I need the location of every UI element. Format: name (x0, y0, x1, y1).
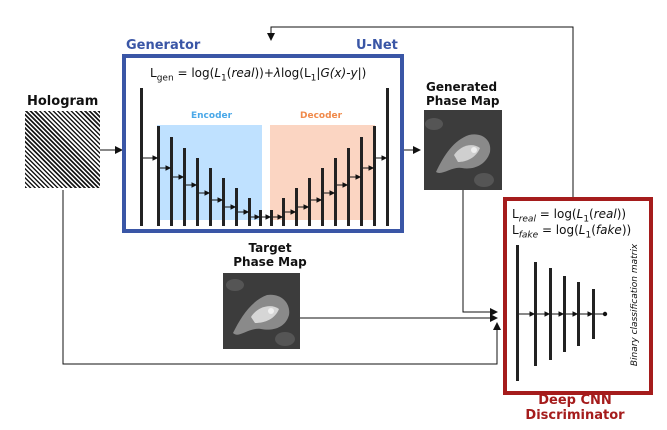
generated-phase-map-image (424, 110, 502, 190)
dec-layer-2 (295, 188, 298, 226)
generated-to-discriminator-arrow (462, 190, 498, 316)
target-label-line1: Target (248, 241, 292, 255)
hologram-label: Hologram (27, 94, 99, 109)
disc-layer-1 (516, 245, 519, 381)
enc-layer-9 (248, 198, 251, 226)
disc-layer-5 (577, 282, 580, 346)
dec-layer-3 (308, 178, 311, 226)
target-label-line2: Phase Map (233, 255, 307, 269)
dec-layer-4 (321, 168, 324, 226)
loss-part4: | (316, 66, 321, 80)
loss-lhs: L (150, 66, 157, 80)
generator-loss-formula: Lgen = log(L1(real))+λlog(L1|G(x)-y|) (150, 66, 367, 84)
discriminator-title-line1: Deep CNN (538, 393, 612, 408)
unet-title: U-Net (356, 38, 398, 53)
loss-gx: G(x)-y (320, 66, 358, 80)
discriminator-arrows (519, 311, 603, 317)
target-phase-map-image (223, 273, 300, 349)
disc-layer-6 (592, 289, 595, 339)
enc-layer-3 (170, 137, 173, 226)
dec-layer-8 (373, 126, 376, 226)
disc-layer-2 (534, 262, 537, 366)
enc-layer-1 (140, 88, 143, 226)
generated-label-line1: Generated (426, 80, 498, 94)
loss-lhs-sub: gen (156, 73, 174, 84)
enc-layer-8 (235, 188, 238, 226)
loss-l1-a-sub: 1 (221, 73, 227, 84)
loss-real: real (231, 66, 255, 80)
encoder-label: Encoder (191, 111, 233, 121)
loss-l1-b-sub: 1 (310, 73, 317, 84)
encoder-arrows (143, 155, 272, 220)
generator-box (122, 54, 404, 233)
enc-layer-4 (183, 148, 186, 226)
hologram-to-discriminator-arrow (62, 190, 501, 365)
dec-layer-7 (360, 137, 363, 226)
discriminator-feedback-arrow (267, 26, 574, 197)
discriminator-loss-real: Lreal = log(L1(real)) (512, 207, 627, 225)
disc-layer-3 (549, 268, 552, 360)
loss-lambda: λ (273, 66, 281, 80)
discriminator-side-label: Binary classification matrix (630, 243, 640, 367)
decoder-label: Decoder (300, 111, 343, 121)
loss-l1-a: L (214, 66, 222, 80)
loss-part2: ))+ (254, 66, 274, 80)
disc-layer-4 (563, 276, 566, 352)
discriminator-title: Deep CNN Discriminator (510, 393, 640, 423)
generated-label-line2: Phase Map (426, 94, 500, 108)
discriminator-box (503, 197, 653, 395)
enc-layer-6 (209, 168, 212, 226)
target-label: Target Phase Map (230, 241, 310, 269)
enc-layer-2 (157, 126, 160, 226)
loss-part1: = log( (173, 66, 215, 80)
hologram-image (25, 111, 100, 188)
dec-layer-5 (334, 158, 337, 226)
dec-layer-6 (347, 148, 350, 226)
enc-layer-5 (196, 158, 199, 226)
dec-layer-1 (282, 198, 285, 226)
generated-label: Generated Phase Map (426, 80, 500, 108)
discriminator-title-line2: Discriminator (525, 408, 625, 423)
decoder-arrows (273, 155, 388, 220)
generator-title: Generator (126, 38, 201, 53)
discriminator-output-node (602, 311, 608, 317)
enc-layer-7 (222, 178, 225, 226)
bottleneck-layer-2 (270, 210, 273, 226)
bottleneck-layer-1 (259, 210, 262, 226)
loss-part3: log(L (280, 66, 311, 80)
discriminator-loss-fake: Lfake = log(L1(fake)) (512, 223, 632, 241)
loss-part5: |) (357, 66, 367, 80)
dec-layer-9 (386, 88, 389, 226)
